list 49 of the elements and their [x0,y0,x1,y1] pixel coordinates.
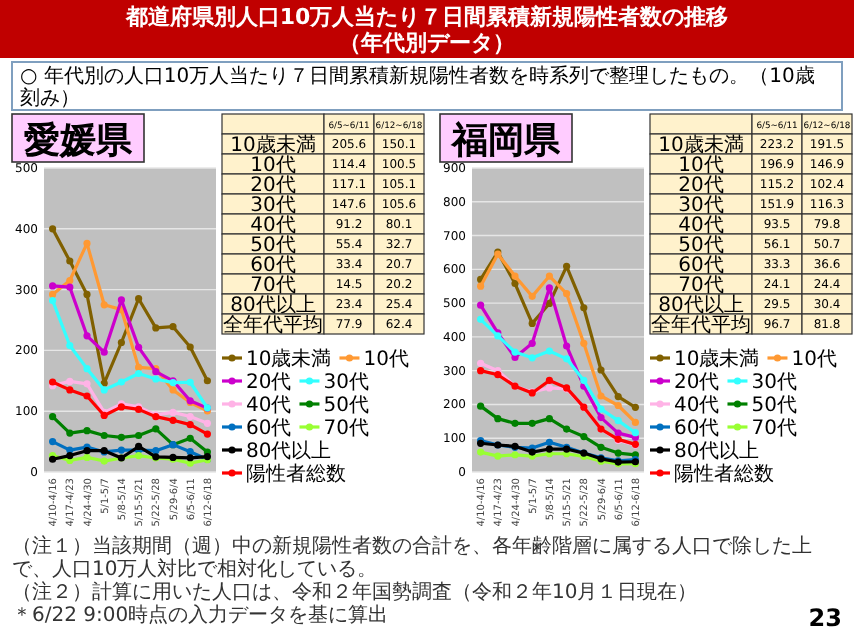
text: 10歳未満 [658,133,744,157]
text: 70代 [250,275,296,297]
text: （年代別データ） [339,30,515,56]
text: 20代 [250,175,296,197]
legend-label: 50代 [323,395,369,417]
text: 60代 [678,255,724,277]
legend-label: 20代 [674,372,720,394]
legend-label: 70代 [323,418,369,440]
text: 70代 [678,275,724,297]
legend-label: 40代 [246,395,292,417]
chart-title: 福岡県 [450,120,562,162]
text: 40代 [250,215,296,237]
legend-label: 50代 [751,395,797,417]
legend-label: 10歳未満 [674,347,760,371]
legend-label: 30代 [323,372,369,394]
text: 10代 [678,155,724,177]
legend-label: 陽性者総数 [674,462,774,486]
text: 全年代平均 [223,313,323,337]
legend-label: 陽性者総数 [246,462,346,486]
chart-title: 愛媛県 [24,120,134,162]
text: 50代 [678,235,724,257]
legend-label: 10代 [363,349,409,371]
text: 80代以上 [658,293,744,317]
legend-label: 60代 [674,418,720,440]
legend-label: 20代 [246,372,292,394]
text: 20代 [678,175,724,197]
legend-label: 60代 [246,418,292,440]
text: 40代 [678,215,724,237]
text: ＊6/22 9:00時点の入力データを基に算出 [12,603,389,627]
legend-label: 10歳未満 [246,347,332,371]
text: 都道府県別人口10万人当たり７日間累積新規陽性者数の推移 [123,4,729,30]
text: （注１）当該期間（週）中の新規陽性者数の合計を、各年齢階層に属する人口で除した上で、人口10万人対比で相対化している。 [12,534,812,581]
text: 10歳未満 [230,133,316,157]
text: 10代 [250,155,296,177]
legend-label: 70代 [751,418,797,440]
legend-label: 80代以上 [674,439,760,463]
text: 全年代平均 [651,313,751,337]
legend-label: 80代以上 [246,439,332,463]
text: 80代以上 [230,293,316,317]
text: 30代 [250,195,296,217]
legend-label: 10代 [791,349,837,371]
legend-label: 40代 [674,395,720,417]
text: 50代 [250,235,296,257]
text: ○ 年代別の人口10万人当たり７日間累積新規陽性者数を時系列で整理したもの。（10歳刻み） [20,64,815,110]
text: 30代 [678,195,724,217]
legend-label: 30代 [751,372,797,394]
text: 23 [808,604,842,632]
text: （注２）計算に用いた人口は、令和２年国勢調査（令和２年10月１日現在） [12,580,698,604]
text: 60代 [250,255,296,277]
